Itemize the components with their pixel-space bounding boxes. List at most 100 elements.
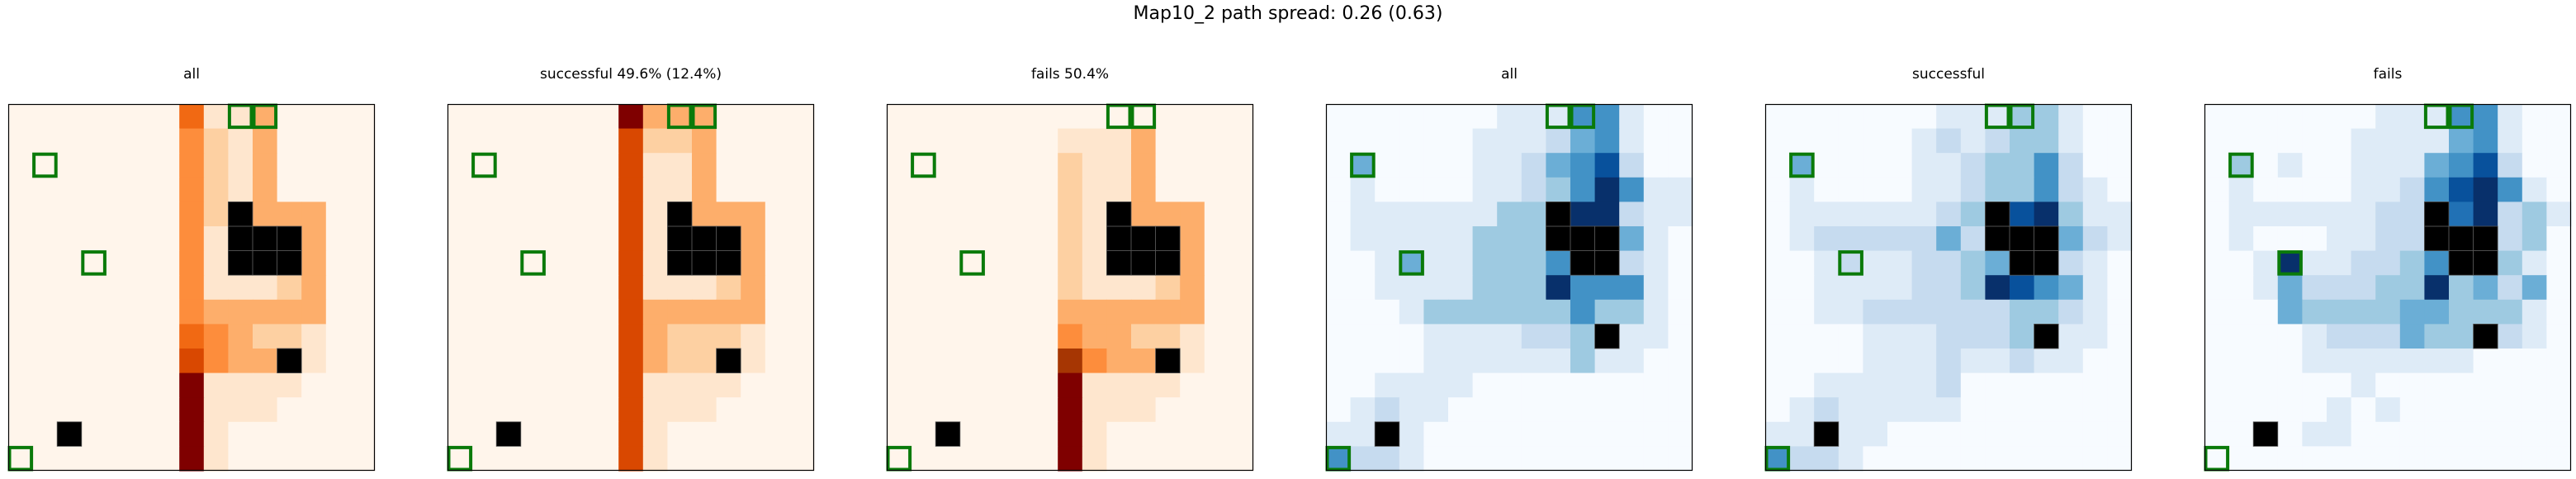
heat-cell — [1326, 128, 1352, 154]
heat-cell — [692, 397, 717, 423]
heat-cell — [1497, 177, 1522, 202]
heat-cell — [1472, 299, 1498, 325]
heat-cell — [1497, 104, 1522, 130]
heat-cell — [959, 421, 985, 447]
heat-cell — [1033, 372, 1058, 398]
heat-cell — [1546, 349, 1571, 374]
heat-cell — [1229, 446, 1254, 472]
heat-cell — [2302, 104, 2327, 130]
heat-cell — [1936, 104, 1962, 130]
heat-cell — [618, 202, 644, 227]
heat-cell — [2546, 128, 2572, 154]
heat-cell — [32, 250, 58, 276]
heat-cell — [1619, 177, 1645, 202]
heat-cell — [911, 324, 936, 349]
heat-cell — [1033, 349, 1058, 374]
heat-cell — [2449, 128, 2474, 154]
heat-cell — [1814, 250, 1840, 276]
heat-cell — [1643, 153, 1669, 178]
heat-cell — [1936, 128, 1962, 154]
heat-cell — [2327, 349, 2352, 374]
heat-cell — [1521, 421, 1546, 447]
heat-cell — [2449, 177, 2474, 202]
heat-cell — [2522, 177, 2547, 202]
heat-cell — [57, 202, 83, 227]
heat-cell — [1619, 421, 1645, 447]
heat-cell — [1399, 446, 1424, 472]
heat-cell — [1009, 226, 1035, 252]
heat-cell — [2253, 153, 2279, 178]
heat-cell — [1009, 202, 1035, 227]
heat-cell — [2010, 177, 2035, 202]
heat-cell — [1350, 202, 1376, 227]
heat-cell — [1375, 349, 1400, 374]
heat-cell — [1838, 153, 1863, 178]
obstacle-cell — [277, 250, 302, 276]
heat-cell — [1985, 397, 2010, 423]
heat-cell — [301, 202, 327, 227]
obstacle-cell — [1155, 349, 1181, 374]
heat-cell — [154, 446, 180, 472]
heat-cell — [2034, 372, 2059, 398]
heat-cell — [935, 397, 961, 423]
heat-cell — [1668, 226, 1693, 252]
heat-cell — [1960, 153, 1986, 178]
heat-cell — [1229, 299, 1254, 325]
heat-cell — [1033, 202, 1058, 227]
heat-cell — [2058, 128, 2084, 154]
obstacle-cell — [1814, 421, 1840, 447]
heat-cell — [1472, 177, 1498, 202]
heat-cell — [57, 349, 83, 374]
heat-cell — [741, 324, 766, 349]
heat-cell — [2473, 446, 2498, 472]
heat-cell — [594, 275, 619, 301]
heat-cell — [520, 397, 546, 423]
heat-cell — [301, 250, 327, 276]
heat-cell — [1033, 128, 1058, 154]
heat-cell — [1350, 104, 1376, 130]
obstacle-cell-outline — [277, 348, 302, 374]
heat-cell — [447, 128, 473, 154]
obstacle-cell — [1570, 226, 1596, 252]
heat-cell — [667, 372, 693, 398]
target-marker — [2423, 103, 2450, 130]
heat-cell — [789, 299, 815, 325]
heat-cell — [570, 104, 595, 130]
heat-cell — [1619, 397, 1645, 423]
heat-cell — [471, 202, 497, 227]
heat-cell — [594, 299, 619, 325]
heat-cell — [325, 446, 351, 472]
heat-cell — [2228, 324, 2254, 349]
heat-cell — [1594, 349, 1620, 374]
heat-cell — [545, 397, 571, 423]
heat-cell — [1180, 250, 1205, 276]
heat-cell — [1863, 177, 1888, 202]
heat-cell — [1204, 421, 1229, 447]
heat-cell — [1009, 324, 1035, 349]
target-marker — [1399, 250, 1424, 276]
heat-cell — [2253, 202, 2279, 227]
heat-cell — [2082, 446, 2108, 472]
heat-cell — [935, 202, 961, 227]
heat-cell — [2253, 104, 2279, 130]
heat-cell — [642, 397, 668, 423]
heat-cell — [2399, 177, 2425, 202]
heat-cell — [471, 421, 497, 447]
heat-cell — [325, 299, 351, 325]
heat-cell — [741, 299, 766, 325]
heat-cell — [179, 372, 205, 398]
heat-cell — [1643, 397, 1669, 423]
heat-cell — [1106, 446, 1132, 472]
obstacle-cell — [1131, 250, 1157, 276]
heat-cell — [2449, 421, 2474, 447]
heat-cell — [2058, 153, 2084, 178]
heat-cell — [1619, 226, 1645, 252]
heat-cell — [1838, 324, 1863, 349]
heat-cell — [1448, 177, 1474, 202]
heat-cell — [1326, 250, 1352, 276]
heat-cell — [1399, 128, 1424, 154]
heat-cell — [1326, 372, 1352, 398]
heat-cell — [692, 324, 717, 349]
heat-cell — [887, 104, 912, 130]
heat-cell — [1863, 324, 1888, 349]
